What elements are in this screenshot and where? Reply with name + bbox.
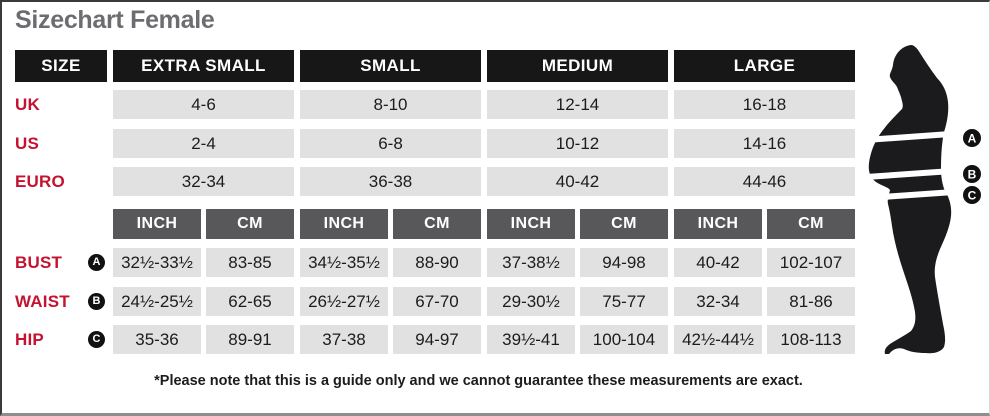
size-value-cell: 10-12 <box>487 129 668 158</box>
measure-value-cell: 26½-27½ <box>300 287 388 316</box>
table-row-waist: WAIST B 24½-25½ 62-65 26½-27½ 67-70 29-3… <box>15 287 855 316</box>
bust-label: BUST <box>15 252 63 272</box>
female-silhouette-icon <box>861 45 955 354</box>
female-figure-illustration: A B C <box>861 45 981 354</box>
unit-header-inch: INCH <box>113 209 201 239</box>
size-header-cell: SIZE <box>15 50 107 82</box>
size-value-cell: 14-16 <box>674 129 855 158</box>
marker-b-figure-badge: B <box>963 165 981 183</box>
waist-label: WAIST <box>15 291 70 311</box>
measure-value-cell: 32½-33½ <box>113 248 201 277</box>
measure-value-cell: 108-113 <box>767 325 855 354</box>
marker-c-badge: C <box>88 331 105 348</box>
unit-header-inch: INCH <box>300 209 388 239</box>
measure-value-cell: 37-38 <box>300 325 388 354</box>
table-row-uk: UK 4-6 8-10 12-14 16-18 <box>15 90 855 119</box>
column-header-large: LARGE <box>674 50 855 82</box>
measure-value-cell: 62-65 <box>206 287 294 316</box>
svg-text:C: C <box>968 189 977 203</box>
row-label-waist: WAIST B <box>15 287 107 316</box>
hip-label: HIP <box>15 329 44 349</box>
measure-value-cell: 75-77 <box>580 287 668 316</box>
measure-value-cell: 67-70 <box>393 287 481 316</box>
disclaimer-note: *Please note that this is a guide only a… <box>154 373 803 389</box>
measure-value-cell: 94-97 <box>393 325 481 354</box>
unit-header-row: INCH CM INCH CM INCH CM INCH CM <box>15 209 855 239</box>
svg-text:B: B <box>968 168 977 182</box>
measure-value-cell: 102-107 <box>767 248 855 277</box>
table-row-bust: BUST A 32½-33½ 83-85 34½-35½ 88-90 37-38… <box>15 248 855 277</box>
marker-a-figure-badge: A <box>963 129 981 147</box>
size-value-cell: 8-10 <box>300 90 481 119</box>
row-label-us: US <box>15 133 40 153</box>
unit-header-inch: INCH <box>487 209 575 239</box>
size-value-cell: 44-46 <box>674 167 855 196</box>
table-row-euro: EURO 32-34 36-38 40-42 44-46 <box>15 167 855 196</box>
size-value-cell: 40-42 <box>487 167 668 196</box>
size-value-cell: 6-8 <box>300 129 481 158</box>
table-header-row: SIZE EXTRA SMALL SMALL MEDIUM LARGE <box>15 50 855 82</box>
measure-value-cell: 88-90 <box>393 248 481 277</box>
unit-header-cm: CM <box>580 209 668 239</box>
row-label-hip: HIP C <box>15 325 107 354</box>
size-value-cell: 12-14 <box>487 90 668 119</box>
table-row-hip: HIP C 35-36 89-91 37-38 94-97 39½-41 100… <box>15 325 855 354</box>
unit-header-cm: CM <box>393 209 481 239</box>
measure-value-cell: 89-91 <box>206 325 294 354</box>
measure-value-cell: 24½-25½ <box>113 287 201 316</box>
bust-cut-line <box>861 130 955 144</box>
measure-value-cell: 40-42 <box>674 248 762 277</box>
size-value-cell: 32-34 <box>113 167 294 196</box>
row-label-bust: BUST A <box>15 248 107 277</box>
unit-header-cm: CM <box>206 209 294 239</box>
size-table: SIZE EXTRA SMALL SMALL MEDIUM LARGE UK 4… <box>15 50 855 354</box>
size-value-cell: 36-38 <box>300 167 481 196</box>
measure-value-cell: 94-98 <box>580 248 668 277</box>
measure-value-cell: 39½-41 <box>487 325 575 354</box>
empty-label-cell <box>15 209 107 239</box>
svg-text:A: A <box>968 132 977 146</box>
waist-cut-line <box>865 168 953 180</box>
measure-value-cell: 100-104 <box>580 325 668 354</box>
column-header-medium: MEDIUM <box>487 50 668 82</box>
row-label-uk: UK <box>15 94 40 114</box>
measure-value-cell: 37-38½ <box>487 248 575 277</box>
measure-value-cell: 32-34 <box>674 287 762 316</box>
hip-cut-line <box>867 189 955 201</box>
size-value-cell: 16-18 <box>674 90 855 119</box>
column-header-extra-small: EXTRA SMALL <box>113 50 294 82</box>
marker-a-badge: A <box>88 254 105 271</box>
page-title: Sizechart Female <box>15 6 215 34</box>
unit-header-inch: INCH <box>674 209 762 239</box>
measure-value-cell: 42½-44½ <box>674 325 762 354</box>
size-value-cell: 4-6 <box>113 90 294 119</box>
marker-c-figure-badge: C <box>963 186 981 204</box>
unit-header-cm: CM <box>767 209 855 239</box>
measure-value-cell: 81-86 <box>767 287 855 316</box>
column-header-small: SMALL <box>300 50 481 82</box>
measure-value-cell: 83-85 <box>206 248 294 277</box>
marker-b-badge: B <box>88 293 105 310</box>
measure-value-cell: 34½-35½ <box>300 248 388 277</box>
measure-value-cell: 29-30½ <box>487 287 575 316</box>
table-row-us: US 2-4 6-8 10-12 14-16 <box>15 129 855 158</box>
measure-value-cell: 35-36 <box>113 325 201 354</box>
size-value-cell: 2-4 <box>113 129 294 158</box>
row-label-euro: EURO <box>15 171 65 191</box>
